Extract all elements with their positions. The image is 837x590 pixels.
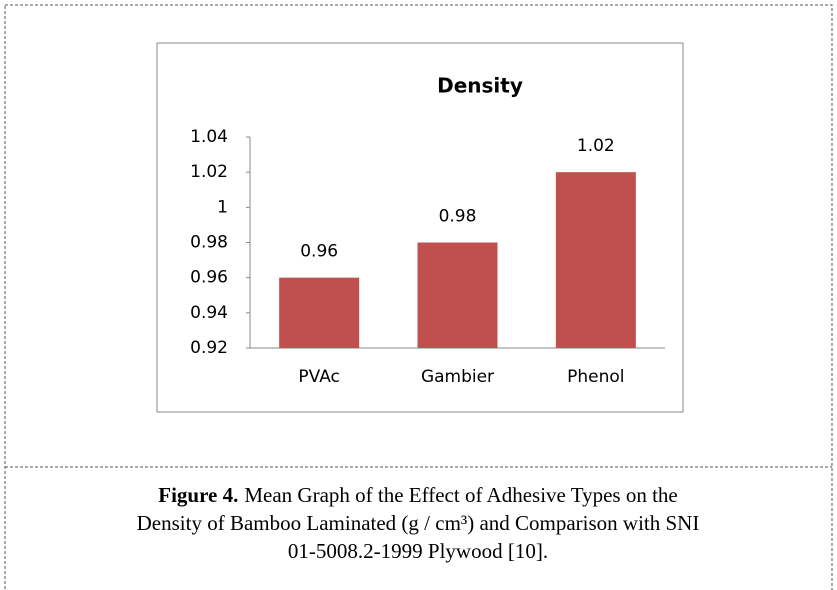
caption-line: Figure 4. Mean Graph of the Effect of Adh… [158, 483, 678, 507]
data-label: 0.96 [300, 242, 338, 262]
caption-text: Density of Bamboo Laminated (g / cm³) an… [137, 511, 700, 535]
figure-frame [4, 4, 833, 590]
y-tick-label: 0.94 [190, 303, 228, 323]
caption-label: Figure 4. [158, 483, 238, 507]
y-tick-label: 1.04 [190, 127, 228, 147]
x-tick-label: Gambier [421, 367, 494, 387]
y-tick-label: 0.98 [190, 233, 228, 253]
chart-title: Density [437, 74, 523, 98]
y-tick-label: 1.02 [190, 162, 228, 182]
bar [555, 172, 636, 348]
data-label: 1.02 [577, 136, 615, 156]
caption-text: Mean Graph of the Effect of Adhesive Typ… [244, 483, 677, 507]
data-label: 0.98 [439, 207, 477, 227]
y-tick-label: 0.96 [190, 268, 228, 288]
y-tick-label: 0.92 [190, 338, 228, 358]
bar [417, 242, 498, 348]
bar [279, 277, 360, 348]
caption-text: 01-5008.2-1999 Plywood [10]. [288, 539, 548, 563]
y-tick-label: 1 [217, 197, 228, 217]
x-tick-label: Phenol [567, 367, 624, 387]
x-tick-label: PVAc [298, 367, 339, 387]
